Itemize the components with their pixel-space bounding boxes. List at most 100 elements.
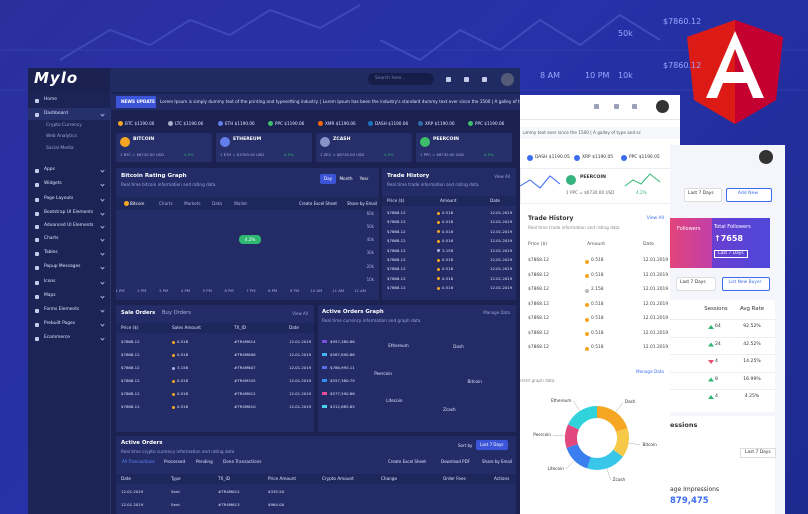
y-tick-label: 60k — [366, 210, 374, 216]
menu-item[interactable]: Crypto Currency — [46, 123, 82, 128]
label: $7868.12 — [387, 266, 406, 272]
label[interactable]: Add New — [737, 191, 759, 196]
label: $7868.12 — [528, 330, 549, 336]
tab[interactable]: Day — [323, 176, 333, 181]
action[interactable]: Create Excel Sheet — [299, 200, 337, 206]
menu-tab[interactable]: Data — [212, 200, 222, 206]
table-bg — [670, 300, 775, 412]
label: 0.518 — [442, 275, 454, 281]
tab[interactable]: Year — [359, 176, 369, 181]
icon[interactable] — [464, 77, 469, 82]
menu-tab[interactable]: Bitcoin — [130, 200, 145, 206]
menu-item[interactable]: Prebuilt Pages — [44, 321, 76, 326]
icon[interactable] — [446, 77, 451, 82]
tab[interactable]: Done Transactions — [223, 459, 262, 464]
label: $7868.12 — [387, 228, 406, 234]
label[interactable]: Manage Data — [636, 369, 664, 374]
label: 12.01.2019 — [490, 266, 513, 272]
label: $7868.12 — [387, 257, 406, 262]
menu-item[interactable]: Dashboard — [44, 111, 68, 116]
tab[interactable]: All Transactions — [122, 459, 155, 464]
menu-item[interactable]: Page Layouts — [44, 196, 74, 201]
icon[interactable] — [614, 104, 619, 109]
menu-item[interactable]: Tables — [44, 250, 58, 255]
menu-item[interactable]: Charts — [44, 236, 59, 241]
label: PPC $1190.06 — [275, 120, 305, 126]
label: 12.01.2019 — [643, 258, 669, 263]
menu-item[interactable]: Widgets — [44, 181, 62, 186]
menu-item[interactable]: Home — [44, 97, 57, 102]
label: Change — [381, 476, 398, 481]
action[interactable]: Share by Email — [347, 200, 378, 206]
avatar[interactable] — [656, 100, 669, 113]
label: $7868.12 — [528, 316, 549, 321]
coin-icon — [368, 121, 373, 126]
menu-item[interactable]: Web Analytics — [46, 134, 77, 139]
search-box[interactable] — [368, 73, 434, 85]
tab[interactable]: Pending — [196, 459, 213, 464]
label: #TR4M607 — [234, 365, 256, 370]
search-input[interactable]: Search here... — [375, 76, 406, 81]
label: Lorem Ipsum is simply dummy text of the … — [160, 99, 520, 104]
slice-label: Litecoin — [386, 398, 403, 404]
label[interactable]: View All — [646, 216, 664, 221]
label: ummy text ever since the 1500 | A galley… — [523, 130, 641, 135]
icon[interactable] — [482, 77, 487, 82]
button[interactable] — [476, 440, 508, 450]
menu-item[interactable]: Apps — [44, 167, 55, 172]
label: #TR4M613 — [218, 502, 240, 507]
label: #TR4M612 — [218, 489, 240, 494]
avatar[interactable] — [759, 150, 773, 164]
action[interactable]: Download PDF — [441, 459, 470, 464]
menu-icon — [35, 224, 39, 229]
amount-dot — [437, 230, 440, 234]
label: Date — [289, 325, 300, 330]
y-tick-label: 10k — [366, 276, 374, 282]
menu-tab[interactable]: Markets — [184, 200, 201, 206]
icon[interactable] — [594, 104, 599, 109]
menu-item[interactable]: Maps — [44, 293, 56, 298]
label: $7868.12 — [121, 352, 140, 357]
label[interactable]: View All — [494, 174, 510, 179]
label: $7868.12 — [528, 287, 549, 292]
label[interactable]: View All — [292, 311, 308, 316]
label: 1 BTC = $6730.00 USD — [120, 152, 165, 157]
tab[interactable]: Sale Orders — [121, 310, 156, 316]
avatar[interactable] — [501, 73, 514, 86]
filter-button[interactable] — [676, 277, 716, 291]
leader-line — [565, 460, 575, 470]
menu-tab[interactable]: Wallet — [234, 200, 247, 206]
coin-icon — [120, 137, 130, 147]
menu-item[interactable]: Advanced UI Elements — [44, 223, 94, 228]
action[interactable]: Create Excel Sheet — [388, 459, 426, 464]
label: $7868.12 — [121, 404, 140, 409]
slice-label: Dash — [624, 399, 636, 405]
list-button[interactable] — [722, 277, 770, 291]
action[interactable]: Share by Email — [482, 459, 513, 464]
icon[interactable] — [632, 104, 637, 109]
tab[interactable]: Month — [339, 176, 353, 181]
menu-item[interactable]: Social Media — [46, 146, 74, 151]
tab[interactable]: Buy Orders — [162, 310, 192, 316]
menu-item[interactable]: Popup Messages — [44, 264, 81, 269]
label[interactable]: Manage Data — [483, 310, 510, 315]
label: Amount — [440, 198, 457, 203]
label[interactable]: List New Buyer — [728, 280, 762, 285]
menu-item[interactable]: Ecommerce — [44, 335, 70, 340]
label: 12.01.2019 — [643, 330, 669, 336]
label: 4.2% — [244, 236, 256, 242]
label: Date — [643, 242, 654, 247]
menu-item[interactable]: Forms Elements — [44, 307, 80, 312]
tab[interactable]: Processed — [164, 459, 186, 464]
amount-dot — [172, 366, 175, 370]
coin-icon — [218, 121, 223, 126]
menu-item[interactable]: Icons — [44, 279, 56, 284]
donut-segment — [597, 406, 628, 432]
filter-button[interactable] — [684, 188, 722, 202]
menu-tab[interactable]: Charts — [159, 200, 173, 206]
menu-icon — [35, 251, 39, 256]
button-label[interactable]: Last 7 Days — [480, 442, 504, 447]
menu-item[interactable]: Bootstrap UI Elements — [44, 210, 94, 215]
label: 2.158 — [591, 287, 604, 292]
add-button[interactable] — [726, 188, 772, 202]
